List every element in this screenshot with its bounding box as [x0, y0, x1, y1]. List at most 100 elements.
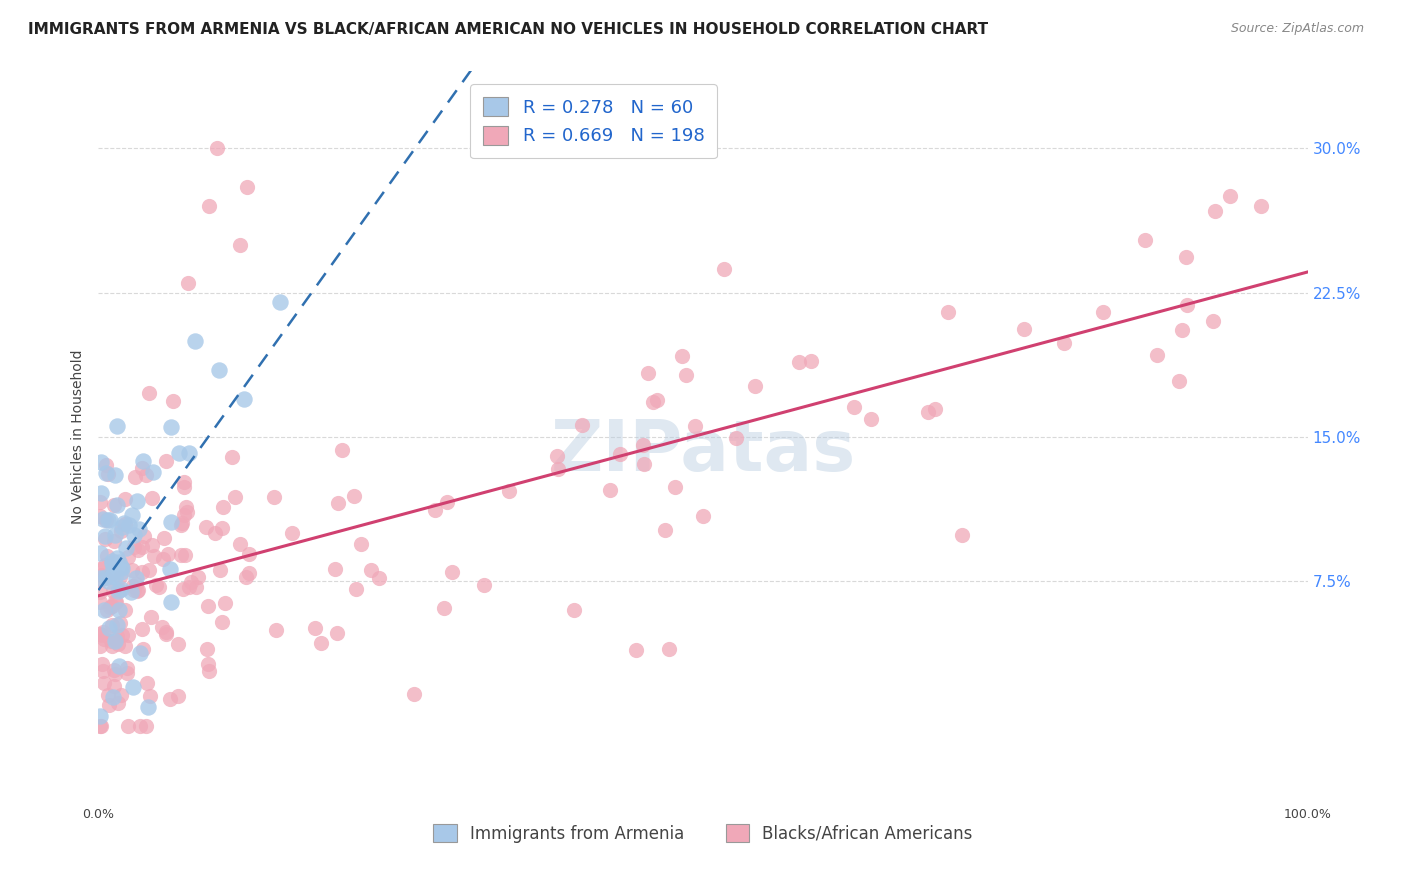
- Point: [90, 572, 112, 586]
- Point: [654, 523, 676, 537]
- Point: [90, 485, 112, 500]
- Point: [917, 405, 939, 419]
- Point: [107, 637, 129, 651]
- Point: [121, 681, 143, 695]
- Text: IMMIGRANTS FROM ARMENIA VS BLACK/AFRICAN AMERICAN NO VEHICLES IN HOUSEHOLD CORRE: IMMIGRANTS FROM ARMENIA VS BLACK/AFRICAN…: [28, 22, 988, 37]
- Point: [105, 632, 128, 647]
- Point: [90, 627, 112, 641]
- Point: [176, 276, 198, 290]
- Point: [118, 518, 141, 533]
- Point: [671, 349, 693, 363]
- Point: [221, 450, 243, 465]
- Point: [131, 622, 153, 636]
- Point: [683, 419, 706, 434]
- Point: [110, 566, 132, 580]
- Point: [675, 368, 697, 382]
- Point: [100, 634, 122, 648]
- Point: [93, 624, 115, 639]
- Point: [141, 491, 163, 506]
- Point: [1250, 198, 1272, 212]
- Point: [1133, 233, 1156, 247]
- Point: [212, 500, 235, 514]
- Point: [208, 563, 231, 577]
- Point: [96, 549, 118, 563]
- Point: [425, 503, 447, 517]
- Point: [153, 531, 176, 545]
- Point: [107, 696, 129, 710]
- Point: [204, 526, 226, 541]
- Point: [326, 625, 349, 640]
- Point: [125, 494, 148, 508]
- Point: [1168, 374, 1191, 388]
- Point: [131, 460, 153, 475]
- Point: [90, 567, 112, 582]
- Point: [658, 641, 681, 656]
- Point: [952, 527, 974, 541]
- Point: [135, 719, 157, 733]
- Point: [103, 680, 125, 694]
- Point: [343, 489, 366, 503]
- Point: [127, 583, 149, 598]
- Point: [100, 556, 122, 570]
- Point: [89, 561, 111, 575]
- Point: [184, 580, 207, 594]
- Point: [624, 643, 647, 657]
- Point: [132, 641, 155, 656]
- Point: [101, 618, 124, 632]
- Point: [177, 446, 200, 460]
- Point: [155, 626, 177, 640]
- Point: [924, 401, 946, 416]
- Legend: Immigrants from Armenia, Blacks/African Americans: Immigrants from Armenia, Blacks/African …: [423, 814, 983, 853]
- Point: [281, 525, 304, 540]
- Point: [108, 583, 131, 598]
- Point: [94, 558, 117, 572]
- Point: [89, 719, 111, 733]
- Point: [131, 566, 153, 580]
- Point: [105, 419, 128, 434]
- Point: [129, 719, 152, 733]
- Point: [101, 584, 124, 599]
- Point: [104, 633, 127, 648]
- Point: [97, 467, 120, 481]
- Point: [101, 568, 124, 582]
- Point: [211, 615, 233, 630]
- Point: [98, 600, 121, 615]
- Point: [114, 603, 136, 617]
- Point: [103, 570, 125, 584]
- Point: [107, 498, 129, 512]
- Text: Source: ZipAtlas.com: Source: ZipAtlas.com: [1230, 22, 1364, 36]
- Point: [1219, 189, 1241, 203]
- Point: [122, 582, 145, 597]
- Point: [148, 580, 170, 594]
- Point: [263, 490, 285, 504]
- Point: [152, 552, 174, 566]
- Point: [368, 571, 391, 585]
- Point: [160, 595, 183, 609]
- Point: [91, 511, 114, 525]
- Point: [103, 664, 125, 678]
- Point: [129, 646, 152, 660]
- Point: [938, 305, 960, 319]
- Point: [108, 615, 131, 630]
- Point: [103, 499, 125, 513]
- Point: [104, 594, 127, 608]
- Point: [309, 636, 332, 650]
- Point: [344, 582, 367, 596]
- Point: [142, 465, 165, 479]
- Point: [110, 582, 132, 596]
- Point: [1177, 298, 1199, 312]
- Point: [97, 698, 120, 712]
- Point: [235, 569, 257, 583]
- Point: [108, 602, 131, 616]
- Point: [105, 618, 128, 632]
- Point: [136, 676, 159, 690]
- Point: [132, 529, 155, 543]
- Point: [238, 547, 260, 561]
- Point: [197, 599, 219, 614]
- Point: [96, 570, 118, 584]
- Point: [169, 445, 191, 459]
- Point: [108, 570, 131, 584]
- Point: [441, 565, 464, 579]
- Point: [214, 596, 236, 610]
- Point: [131, 541, 153, 555]
